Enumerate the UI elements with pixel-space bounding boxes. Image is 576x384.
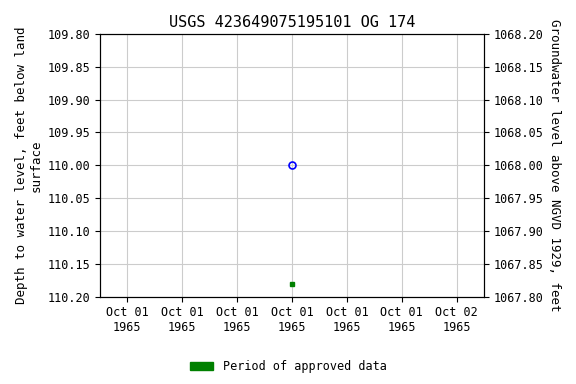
Y-axis label: Groundwater level above NGVD 1929, feet: Groundwater level above NGVD 1929, feet <box>548 19 561 311</box>
Y-axis label: Depth to water level, feet below land
surface: Depth to water level, feet below land su… <box>15 26 43 304</box>
Title: USGS 423649075195101 OG 174: USGS 423649075195101 OG 174 <box>169 15 415 30</box>
Legend: Period of approved data: Period of approved data <box>185 356 391 378</box>
